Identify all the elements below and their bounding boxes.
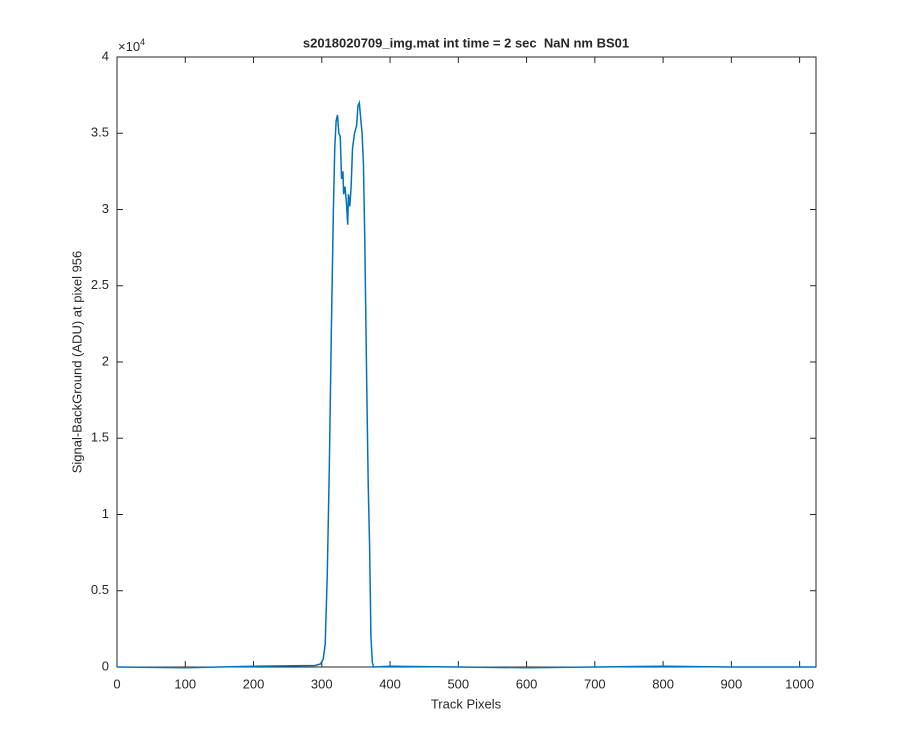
y-multiplier: ×104 [118, 37, 145, 54]
x-tick-label: 100 [174, 676, 196, 691]
data-line [116, 99, 816, 669]
x-tick-label: 400 [379, 676, 401, 691]
y-tick-label: 2.5 [91, 277, 109, 292]
y-tick-label: 2 [102, 353, 109, 368]
y-tick-label: 3 [102, 201, 109, 216]
y-tick-label: 3.5 [91, 125, 109, 140]
y-tick-label: 0 [102, 658, 109, 673]
x-tick-label: 0 [113, 676, 120, 691]
y-tick-label: 1.5 [91, 430, 109, 445]
y-axis-label: Signal-BackGround (ADU) at pixel 956 [69, 251, 84, 474]
x-tick-label: 1000 [785, 676, 814, 691]
y-tick-label: 4 [102, 48, 109, 63]
y-tick-label: 0.5 [91, 582, 109, 597]
x-tick-label: 600 [516, 676, 538, 691]
x-axis-label: Track Pixels [431, 696, 502, 711]
y-multiplier-base: ×10 [118, 39, 140, 54]
x-tick-label: 300 [311, 676, 333, 691]
y-multiplier-exponent: 4 [140, 37, 145, 47]
y-tick-label: 1 [102, 506, 109, 521]
x-tick-label: 500 [447, 676, 469, 691]
chart-title: s2018020709_img.mat int time = 2 sec NaN… [303, 35, 629, 50]
x-tick-label: 700 [584, 676, 606, 691]
x-tick-label: 200 [243, 676, 265, 691]
x-tick-label: 900 [721, 676, 743, 691]
x-tick-label: 800 [652, 676, 674, 691]
